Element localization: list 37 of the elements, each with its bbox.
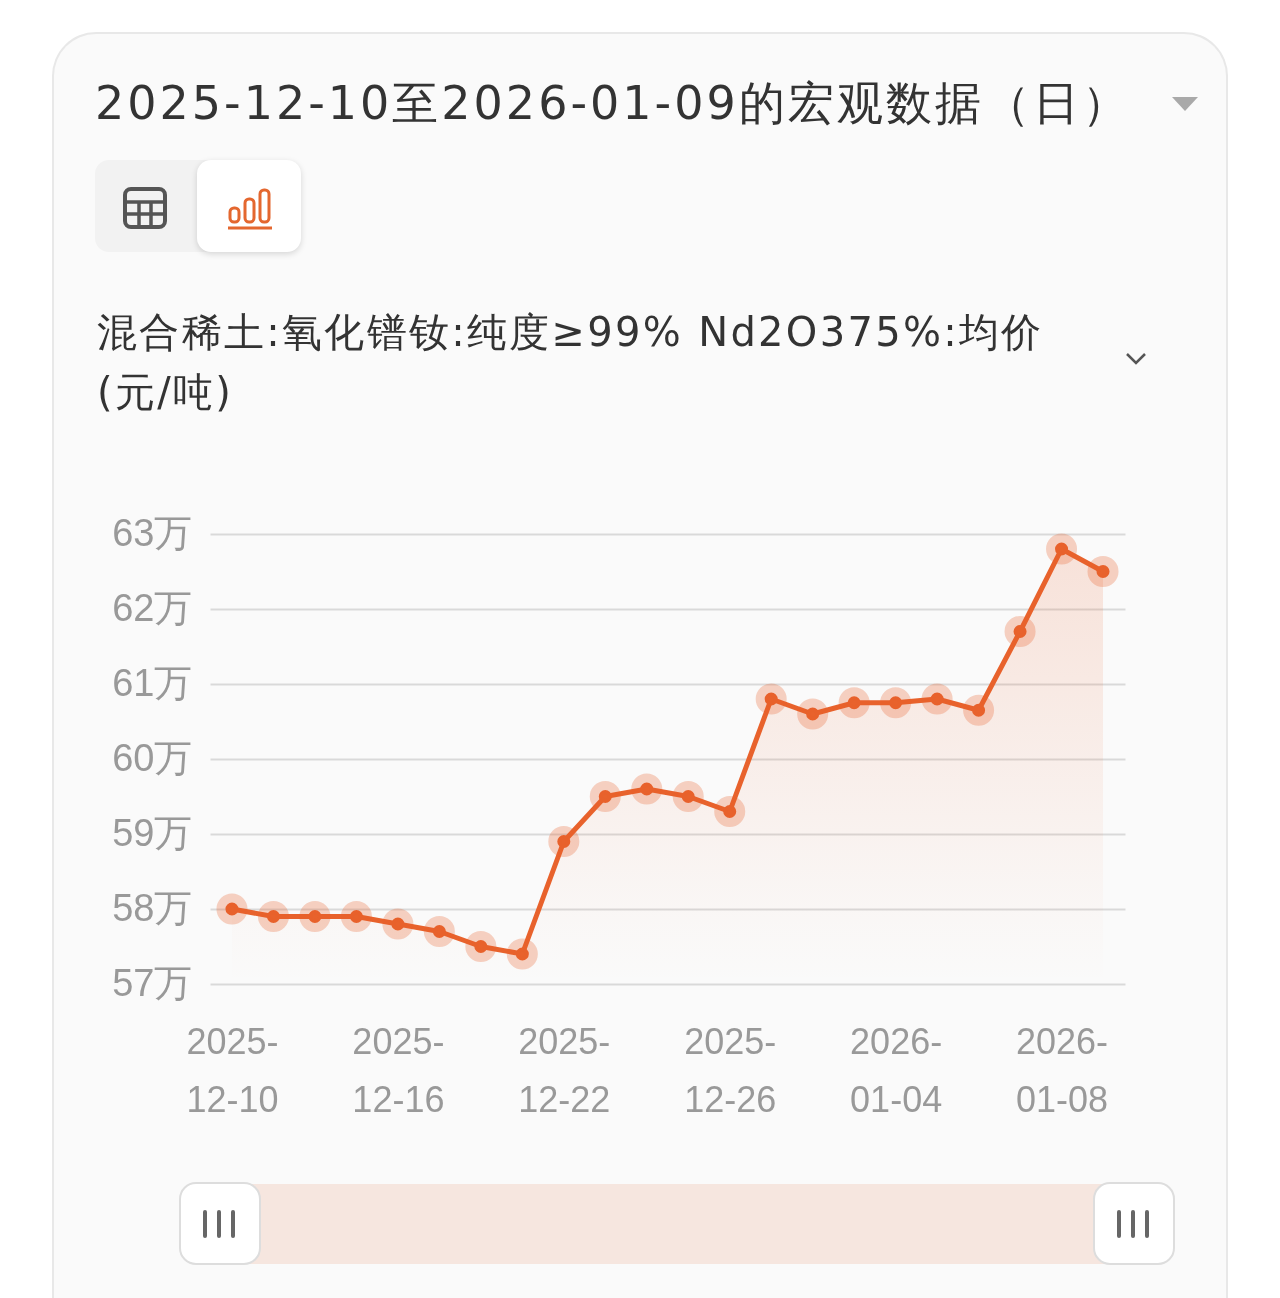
point: [216, 893, 248, 925]
point: [838, 687, 870, 719]
point: [465, 930, 497, 963]
y-tick-label: 60万: [112, 736, 193, 779]
y-tick-label: 61万: [112, 661, 193, 704]
point: [1087, 555, 1119, 588]
point: [548, 825, 580, 858]
y-tick-label: 62万: [112, 586, 193, 629]
point: [714, 795, 746, 828]
y-tick-label: 57万: [112, 961, 193, 1004]
point: [257, 900, 289, 933]
point: [921, 683, 953, 715]
x-tick-label: 2025-12-10: [186, 1020, 279, 1120]
point: [423, 915, 455, 948]
y-tick-label: 58万: [112, 886, 193, 929]
y-tick-label: 59万: [112, 811, 193, 854]
point: [672, 780, 704, 813]
point: [340, 900, 372, 933]
x-tick-label: 2025-12-16: [352, 1020, 445, 1120]
point: [506, 938, 538, 970]
point: [797, 698, 829, 730]
x-tick-label: 2025-12-26: [684, 1020, 777, 1120]
x-tick-label: 2026-01-04: [850, 1020, 943, 1120]
chart-title: 2025-12-10至2026-01-09的宏观数据（日）: [95, 75, 1131, 132]
y-tick-label: 63万: [112, 511, 193, 554]
point: [631, 773, 663, 805]
point: [755, 683, 787, 715]
point: [382, 908, 414, 940]
point: [299, 900, 331, 933]
x-tick-label: 2026-01-08: [1016, 1020, 1109, 1120]
chart-subtitle: 混合稀土:氧化镨钕:纯度≥99% Nd2O375%:均价(元/吨): [97, 308, 1045, 417]
point: [1004, 615, 1036, 648]
point: [589, 780, 621, 813]
x-tick-label: 2025-12-22: [518, 1020, 611, 1120]
point: [963, 694, 995, 726]
point: [880, 687, 912, 719]
point: [1046, 533, 1078, 565]
